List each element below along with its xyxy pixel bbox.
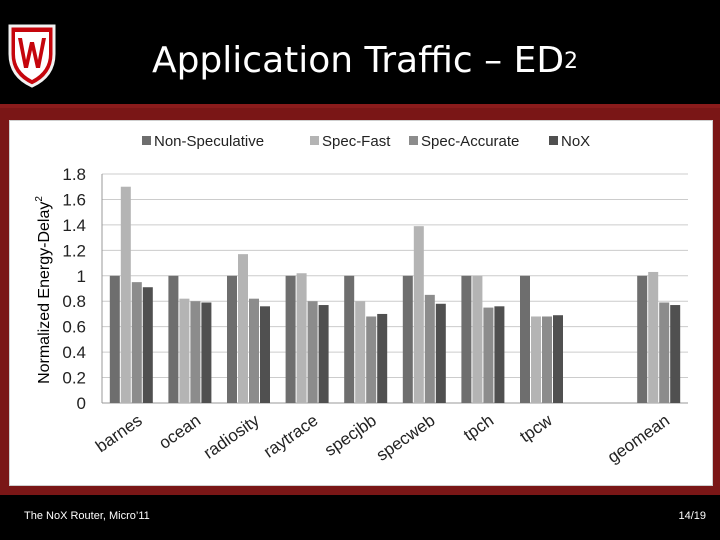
bar-1-5 <box>413 226 424 403</box>
page-number: 14/19 <box>678 510 706 522</box>
x-tick-label: barnes <box>92 411 145 456</box>
legend-swatch <box>310 136 319 145</box>
slide-header: Application Traffic – ED2 <box>0 0 720 104</box>
bar-2-0 <box>131 282 142 403</box>
bar-2-1 <box>190 301 201 403</box>
bar-3-6 <box>494 306 505 403</box>
legend-label: NoX <box>561 133 590 150</box>
bar-0-0 <box>109 275 120 403</box>
bar-3-5 <box>435 303 446 403</box>
bar-1-0 <box>120 186 131 403</box>
y-tick-label: 1.8 <box>62 165 86 184</box>
footer-text: The NoX Router, Micro’11 <box>24 510 150 522</box>
legend-swatch <box>549 136 558 145</box>
bar-chart: Non-Speculative Spec-Fast Spec-Accurate NoX… <box>34 133 688 467</box>
y-tick-label: 0 <box>77 394 86 413</box>
bar-2-3 <box>307 301 318 403</box>
bar-2-4 <box>366 316 377 403</box>
y-tick-label: 1 <box>77 267 86 286</box>
bar-2-2 <box>249 298 259 403</box>
legend-swatch <box>142 136 151 145</box>
bar-1-7 <box>531 316 541 403</box>
bar-3-3 <box>318 305 329 403</box>
bar-0-5 <box>402 275 413 403</box>
bar-2-6 <box>483 307 494 403</box>
bar-2-5 <box>424 294 435 403</box>
bar-1-4 <box>355 301 366 403</box>
legend-label: Spec-Fast <box>322 133 391 150</box>
legend-label: Spec-Accurate <box>421 133 519 150</box>
bar-1-3 <box>296 273 307 403</box>
crest-w-icon <box>8 24 56 88</box>
chart-gridlines <box>101 173 688 404</box>
bar-3-7 <box>553 315 563 403</box>
bar-1-9 <box>648 271 659 403</box>
y-tick-label: 0.4 <box>62 343 86 362</box>
x-tick-label: tpch <box>460 411 497 445</box>
y-tick-label: 0.8 <box>62 292 86 311</box>
bar-0-1 <box>168 275 179 403</box>
bar-0-7 <box>520 275 530 403</box>
bar-0-3 <box>285 275 296 403</box>
bar-1-2 <box>238 254 248 403</box>
legend-label: Non-Speculative <box>154 133 264 150</box>
x-tick-label: raytrace <box>260 411 321 462</box>
x-tick-label: specjbb <box>321 411 380 460</box>
x-tick-label: radiosity <box>200 410 263 462</box>
bar-3-0 <box>142 287 153 403</box>
bar-0-6 <box>461 275 472 403</box>
bar-3-9 <box>670 305 681 403</box>
slide-title: Application Traffic – ED2 <box>151 40 579 81</box>
bar-2-7 <box>542 316 552 403</box>
bar-0-4 <box>344 275 355 403</box>
bar-3-2 <box>260 306 270 403</box>
y-tick-label: 1.2 <box>62 241 86 260</box>
x-tick-label: tpcw <box>516 410 556 446</box>
y-tick-label: 0.6 <box>62 318 86 337</box>
x-tick-label: geomean <box>604 411 673 467</box>
bar-3-1 <box>201 302 212 403</box>
y-tick-label: 1.4 <box>62 216 86 235</box>
chart-legend: Non-Speculative Spec-Fast Spec-Accurate NoX <box>142 133 590 150</box>
y-axis-label: Normalized Energy-Delay2 <box>34 196 53 384</box>
y-tick-label: 0.2 <box>62 369 86 388</box>
y-axis-ticks: 0 0.2 0.4 0.6 0.8 1 1.2 1.4 1.6 1.8 <box>62 165 86 413</box>
bar-1-6 <box>472 275 483 403</box>
bar-3-4 <box>377 313 388 403</box>
y-tick-label: 1.6 <box>62 190 86 209</box>
x-tick-label: ocean <box>155 411 204 453</box>
header-divider <box>0 104 720 108</box>
x-tick-label: specweb <box>373 411 439 465</box>
chart-bars <box>109 186 681 403</box>
bar-0-2 <box>227 275 237 403</box>
bar-0-9 <box>637 275 648 403</box>
bar-1-1 <box>179 298 190 403</box>
legend-swatch <box>409 136 418 145</box>
bar-2-9 <box>659 302 670 403</box>
